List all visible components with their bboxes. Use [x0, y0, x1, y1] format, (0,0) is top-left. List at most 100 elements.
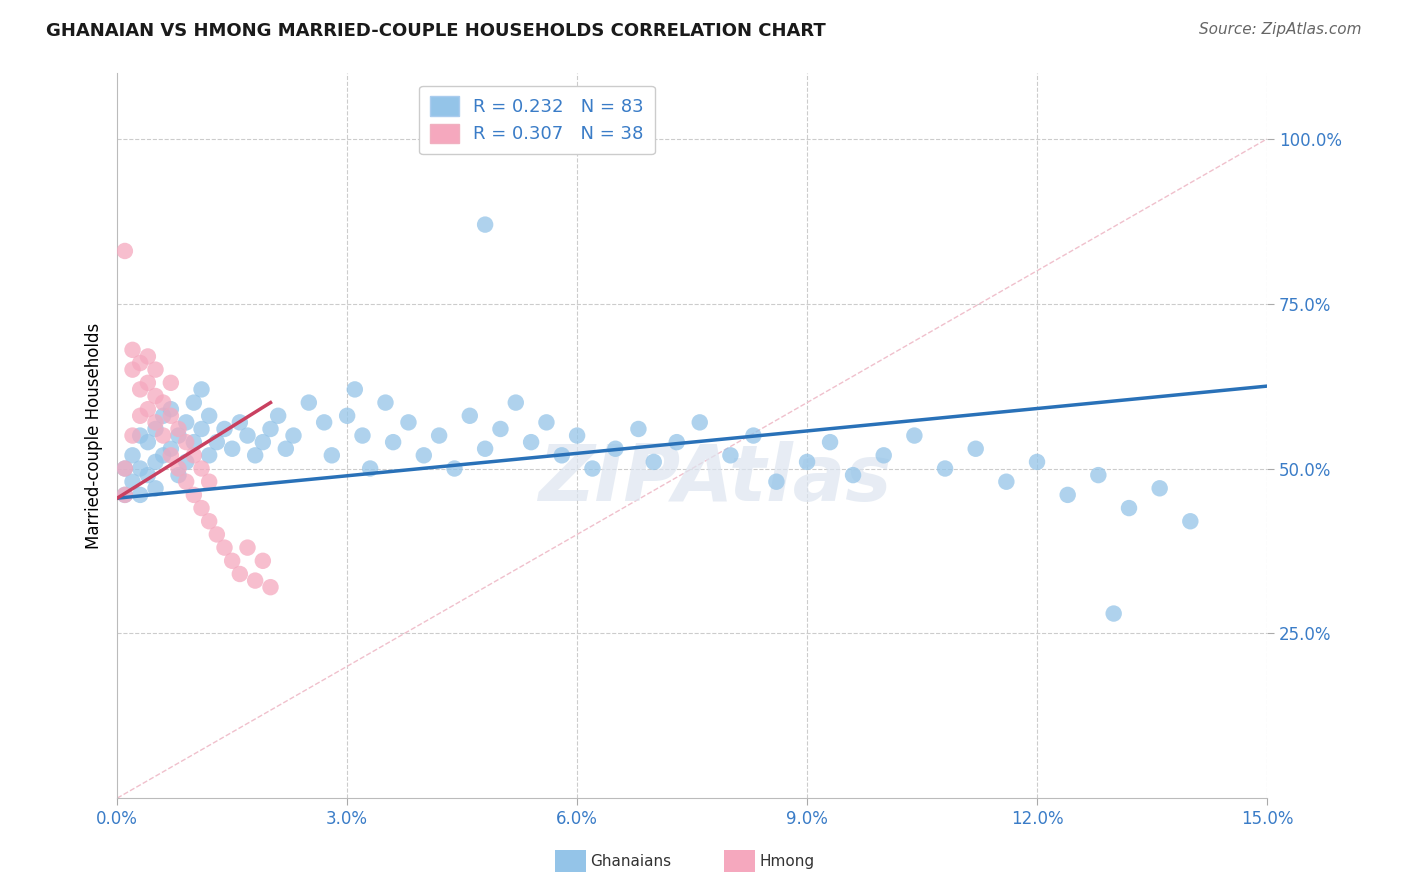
Point	[796, 455, 818, 469]
Point	[129, 428, 152, 442]
Point	[565, 428, 588, 442]
Point	[136, 435, 159, 450]
Point	[259, 580, 281, 594]
Point	[236, 541, 259, 555]
Point	[643, 455, 665, 469]
Point	[236, 428, 259, 442]
Point	[136, 402, 159, 417]
Point	[818, 435, 841, 450]
Point	[174, 475, 197, 489]
Point	[145, 481, 167, 495]
Point	[145, 455, 167, 469]
Point	[314, 416, 336, 430]
Point	[374, 395, 396, 409]
Point	[336, 409, 359, 423]
Point	[160, 402, 183, 417]
Point	[167, 428, 190, 442]
Point	[167, 422, 190, 436]
Point	[114, 244, 136, 258]
Point	[152, 409, 174, 423]
Point	[243, 574, 266, 588]
Point	[183, 448, 205, 462]
Point	[298, 395, 321, 409]
Point	[718, 448, 741, 462]
Point	[412, 448, 434, 462]
Point	[198, 409, 221, 423]
Point	[934, 461, 956, 475]
Legend: R = 0.232   N = 83, R = 0.307   N = 38: R = 0.232 N = 83, R = 0.307 N = 38	[419, 86, 655, 154]
Point	[274, 442, 297, 456]
Point	[167, 468, 190, 483]
Point	[283, 428, 305, 442]
Point	[1056, 488, 1078, 502]
Point	[129, 488, 152, 502]
Point	[129, 461, 152, 475]
Point	[114, 488, 136, 502]
Point	[1102, 607, 1125, 621]
Point	[252, 554, 274, 568]
Point	[136, 376, 159, 390]
Point	[259, 422, 281, 436]
Point	[505, 395, 527, 409]
Point	[627, 422, 650, 436]
Point	[474, 218, 496, 232]
Point	[145, 389, 167, 403]
Point	[198, 475, 221, 489]
Point	[129, 383, 152, 397]
Point	[605, 442, 627, 456]
Point	[458, 409, 481, 423]
Point	[551, 448, 574, 462]
Point	[190, 501, 212, 516]
Point	[1087, 468, 1109, 483]
Point	[765, 475, 787, 489]
Point	[443, 461, 465, 475]
Point	[229, 566, 252, 581]
Point	[321, 448, 343, 462]
Point	[121, 428, 143, 442]
Text: Ghanaians: Ghanaians	[591, 855, 672, 869]
Point	[160, 409, 183, 423]
Point	[1180, 514, 1202, 528]
Point	[489, 422, 512, 436]
Point	[965, 442, 987, 456]
Point	[581, 461, 603, 475]
Point	[129, 409, 152, 423]
Point	[382, 435, 405, 450]
Point	[121, 448, 143, 462]
Point	[252, 435, 274, 450]
Point	[221, 554, 243, 568]
Point	[205, 527, 228, 541]
Point	[160, 442, 183, 456]
Point	[359, 461, 381, 475]
Point	[214, 422, 236, 436]
Point	[152, 448, 174, 462]
Point	[520, 435, 543, 450]
Point	[243, 448, 266, 462]
Text: Source: ZipAtlas.com: Source: ZipAtlas.com	[1198, 22, 1361, 37]
Text: Hmong: Hmong	[759, 855, 814, 869]
Point	[214, 541, 236, 555]
Point	[114, 461, 136, 475]
Point	[1026, 455, 1049, 469]
Point	[343, 383, 366, 397]
Point	[183, 488, 205, 502]
Point	[995, 475, 1018, 489]
Point	[198, 514, 221, 528]
Point	[229, 416, 252, 430]
Point	[742, 428, 765, 442]
Point	[873, 448, 896, 462]
Point	[536, 416, 558, 430]
Point	[267, 409, 290, 423]
Point	[145, 422, 167, 436]
Point	[145, 362, 167, 376]
Point	[167, 461, 190, 475]
Point	[129, 356, 152, 370]
Point	[198, 448, 221, 462]
Point	[190, 461, 212, 475]
Point	[114, 461, 136, 475]
Point	[160, 376, 183, 390]
Point	[205, 435, 228, 450]
Point	[221, 442, 243, 456]
Point	[152, 395, 174, 409]
Point	[114, 488, 136, 502]
